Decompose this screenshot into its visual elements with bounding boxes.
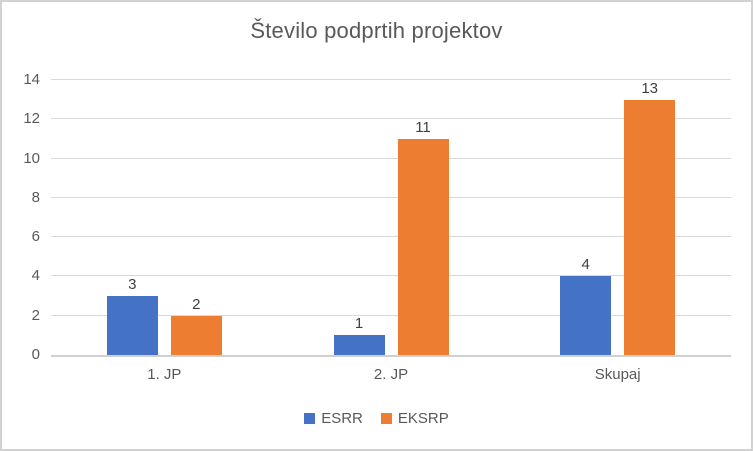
legend-swatch-eksrp [380, 413, 392, 424]
x-axis-category-label: 1. JP [147, 366, 182, 383]
bar-esrr [560, 276, 612, 355]
x-axis-category-label: 2. JP [373, 366, 409, 383]
bar-value-label: 4 [581, 256, 590, 274]
gridline [51, 118, 731, 120]
legend-swatch-esrr [304, 413, 316, 424]
y-axis-tick-label: 2 [31, 306, 40, 324]
legend-item-eksrp: EKSRP [380, 410, 449, 427]
chart-title: Število podprtih projektov [250, 18, 503, 43]
gridline [51, 79, 731, 80]
bar-value-label: 3 [128, 276, 137, 294]
y-axis-tick-label: 10 [23, 149, 40, 167]
bar-eksrp [397, 138, 449, 355]
gridline [51, 236, 731, 238]
bar-value-label: 2 [192, 295, 201, 313]
y-axis-tick-label: 0 [31, 346, 40, 363]
gridline [51, 196, 731, 198]
plot-area: 3 2 1 11 4 13 [51, 79, 731, 357]
legend-item-esrr: ESRR [304, 410, 363, 427]
x-axis-category-label: Skupaj [594, 366, 641, 383]
gridline [51, 314, 731, 316]
y-axis-tick-label: 6 [31, 228, 40, 246]
x-axis-line [51, 355, 731, 357]
gridline [51, 275, 731, 277]
bar-value-label: 1 [354, 315, 364, 333]
bar-esrr [106, 296, 158, 355]
gridline [51, 157, 731, 159]
bar-value-label: 11 [415, 118, 431, 136]
y-axis-tick-label: 4 [31, 267, 40, 285]
y-axis-tick-label: 12 [23, 110, 40, 128]
y-axis-tick-label: 8 [31, 188, 40, 206]
y-axis-tick-label: 14 [23, 71, 40, 88]
legend-label: EKSRP [397, 410, 449, 427]
legend-label: ESRR [321, 410, 363, 427]
bar-esrr [333, 335, 385, 355]
bar-eksrp [170, 315, 222, 355]
legend: ESRR EKSRP [2, 410, 751, 427]
bar-eksrp [624, 99, 676, 355]
bar-value-label: 13 [641, 79, 658, 97]
